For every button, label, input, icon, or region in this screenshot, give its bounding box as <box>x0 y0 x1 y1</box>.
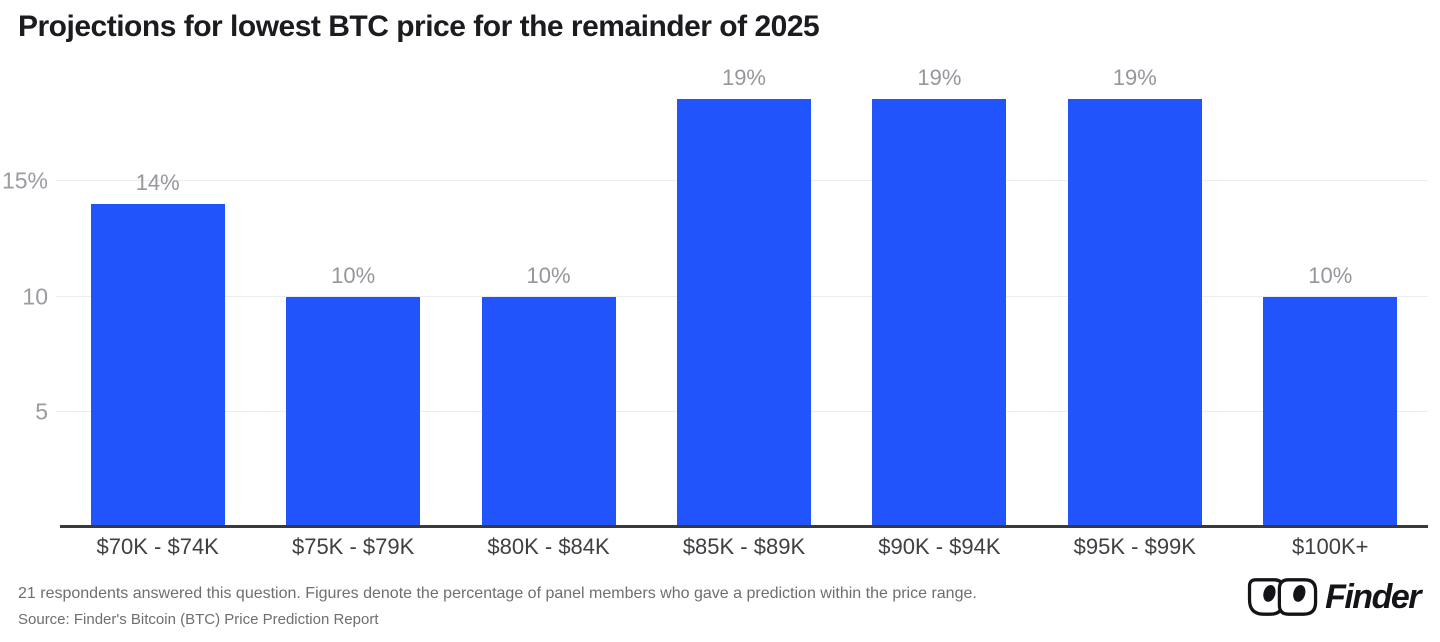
bar-value-label: 19% <box>917 65 962 90</box>
bar-column: 19% <box>842 66 1037 527</box>
bar <box>90 204 225 527</box>
x-axis-label: $100K+ <box>1292 534 1369 559</box>
bar-value-label: 10% <box>331 262 376 288</box>
bar <box>1067 99 1202 527</box>
x-axis-label: $85K - $89K <box>682 534 806 559</box>
bar-value-label: 19% <box>1112 65 1157 90</box>
bar-value-label: 10% <box>526 262 571 288</box>
x-axis-label: $75K - $79K <box>291 534 415 559</box>
x-axis-label: $90K - $94K <box>878 534 1001 559</box>
bar <box>286 296 421 527</box>
bar-column: 19% <box>646 66 841 527</box>
x-axis-label: $95K - $99K <box>1073 534 1196 559</box>
finder-logo-text: Finder <box>1325 577 1421 616</box>
bar <box>481 296 616 527</box>
bar-column: 19% <box>1037 66 1232 527</box>
bar-value-label: 19% <box>721 65 766 90</box>
bar-column: 14% <box>60 66 255 527</box>
bar <box>676 99 811 527</box>
x-axis-line <box>60 525 1428 528</box>
bar-column: 10% <box>255 66 450 527</box>
bar-column: 10% <box>1233 66 1428 527</box>
x-axis-label: $70K - $74K <box>96 534 219 559</box>
footnote: 21 respondents answered this question. F… <box>18 585 977 602</box>
bars-row: 14% 10% 10% 19% 19% 19% 10% <box>60 66 1428 527</box>
bar-value-label: 10% <box>1308 262 1353 288</box>
finder-logo: Finder <box>1245 577 1421 617</box>
bar <box>1263 296 1398 527</box>
plot-area: 14% 10% 10% 19% 19% 19% 10% 15% 10 5 <box>2 66 1428 528</box>
finder-eyes-icon <box>1245 577 1321 617</box>
source-note: Source: Finder's Bitcoin (BTC) Price Pre… <box>18 611 379 628</box>
y-axis-tick-label: 5 <box>35 398 48 425</box>
x-axis-labels: $70K - $74K $75K - $79K $80K - $84K $85K - … <box>60 534 1428 560</box>
page-title: Projections for lowest BTC price for the… <box>18 10 820 43</box>
x-axis-label: $80K - $84K <box>487 534 610 559</box>
y-axis-tick-label: 10 <box>22 283 48 309</box>
bar-column: 10% <box>451 66 646 527</box>
y-axis-tick-label: 15% <box>1 167 48 194</box>
bar-value-label: 14% <box>135 170 180 196</box>
bar <box>872 99 1007 527</box>
